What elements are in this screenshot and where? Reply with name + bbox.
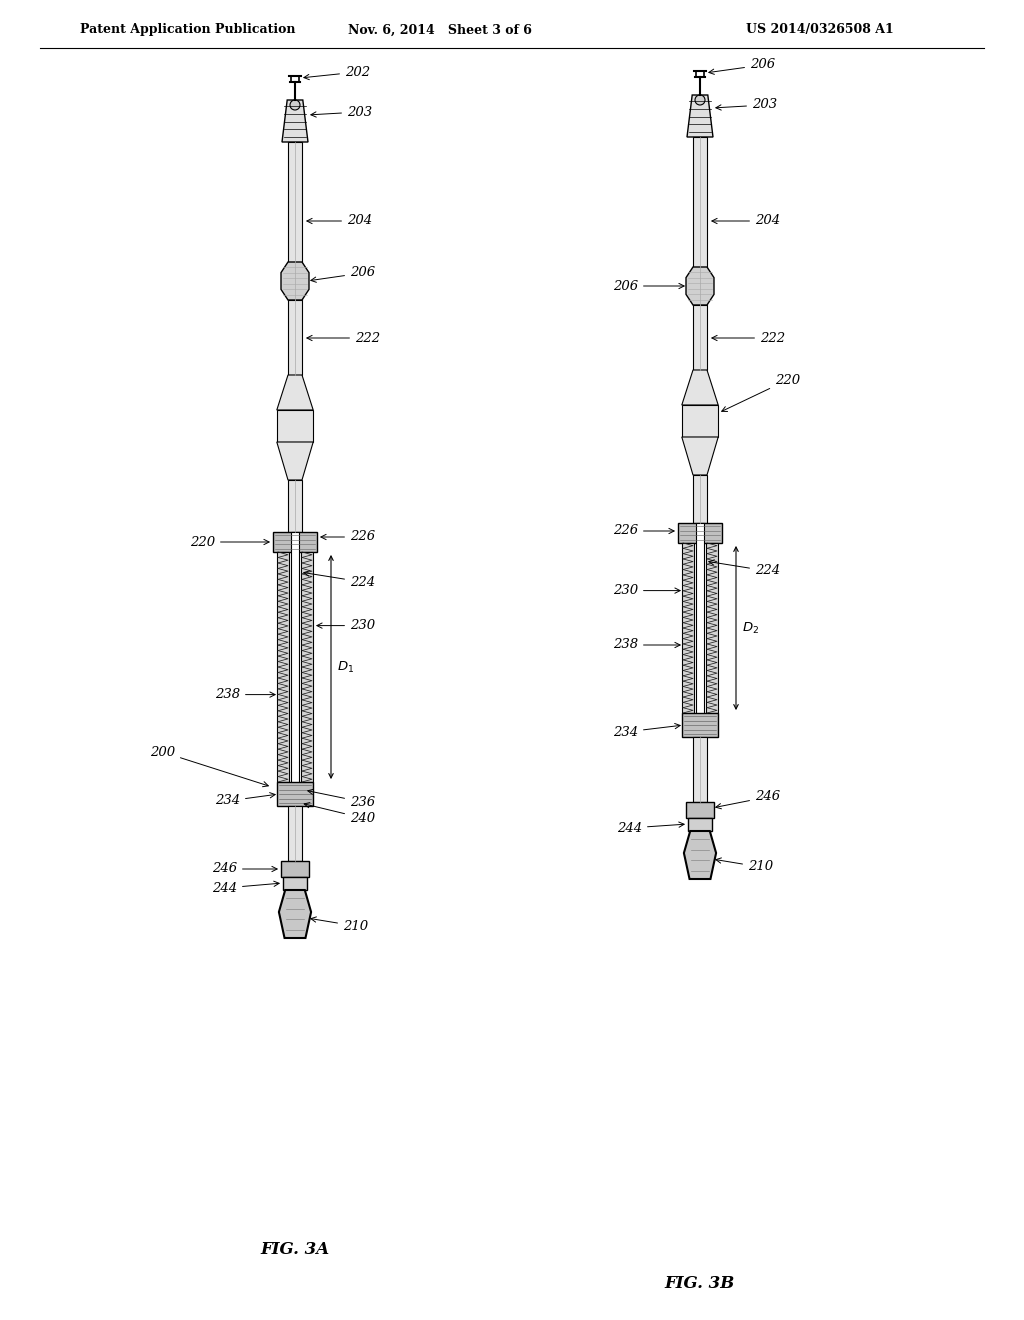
Text: 234: 234	[215, 792, 275, 808]
Text: $D_1$: $D_1$	[337, 660, 354, 675]
Polygon shape	[687, 95, 713, 137]
Bar	[273, 532, 317, 552]
Text: 226: 226	[613, 524, 674, 537]
Polygon shape	[276, 442, 313, 480]
Polygon shape	[276, 375, 313, 411]
Bar	[288, 807, 302, 861]
Text: 238: 238	[215, 688, 275, 701]
Text: 238: 238	[613, 639, 680, 652]
Bar	[693, 475, 707, 523]
Text: 226: 226	[321, 531, 375, 544]
Text: 204: 204	[712, 214, 780, 227]
Circle shape	[695, 95, 705, 106]
Text: 220: 220	[722, 374, 800, 412]
Bar	[288, 300, 302, 375]
Text: 206: 206	[613, 280, 684, 293]
Text: 222: 222	[307, 331, 380, 345]
Bar	[693, 305, 707, 370]
Text: 244: 244	[212, 882, 280, 895]
Bar	[688, 818, 712, 832]
Bar	[278, 552, 289, 781]
Text: 206: 206	[311, 267, 375, 282]
Text: $D_2$: $D_2$	[742, 620, 759, 635]
Text: 210: 210	[716, 858, 773, 874]
Bar	[291, 532, 299, 787]
Polygon shape	[282, 100, 308, 143]
Text: 230: 230	[613, 583, 680, 597]
Polygon shape	[682, 370, 718, 405]
Bar	[682, 713, 718, 737]
Bar	[706, 543, 718, 713]
Text: 204: 204	[307, 214, 372, 227]
Text: Patent Application Publication: Patent Application Publication	[80, 24, 296, 37]
Bar	[678, 523, 722, 543]
Text: 230: 230	[316, 619, 375, 632]
Text: 203: 203	[311, 106, 372, 119]
Bar	[288, 480, 302, 532]
Text: 240: 240	[304, 803, 375, 825]
Text: 202: 202	[304, 66, 370, 79]
Text: 203: 203	[716, 99, 777, 111]
Bar	[276, 411, 313, 442]
Bar	[686, 803, 714, 818]
Text: 234: 234	[613, 723, 680, 738]
Text: 200: 200	[150, 746, 268, 787]
Text: US 2014/0326508 A1: US 2014/0326508 A1	[746, 24, 894, 37]
Text: 244: 244	[616, 821, 684, 834]
Bar	[283, 876, 307, 890]
Text: FIG. 3A: FIG. 3A	[260, 1242, 330, 1258]
Bar	[278, 781, 313, 807]
Text: 220: 220	[189, 536, 269, 549]
Text: 246: 246	[716, 791, 780, 809]
Polygon shape	[686, 267, 714, 305]
Text: Nov. 6, 2014   Sheet 3 of 6: Nov. 6, 2014 Sheet 3 of 6	[348, 24, 531, 37]
Polygon shape	[281, 261, 309, 300]
Text: 236: 236	[308, 789, 375, 808]
Polygon shape	[682, 437, 718, 475]
Polygon shape	[279, 890, 311, 939]
Bar	[682, 543, 694, 713]
Polygon shape	[684, 832, 716, 879]
Bar	[288, 143, 302, 300]
Bar	[696, 523, 705, 718]
Text: 246: 246	[212, 862, 278, 875]
Text: 224: 224	[304, 570, 375, 589]
Text: FIG. 3B: FIG. 3B	[665, 1275, 735, 1291]
Circle shape	[290, 100, 300, 110]
Bar	[682, 405, 718, 437]
Bar	[693, 137, 707, 305]
Text: 210: 210	[311, 917, 368, 932]
Text: 206: 206	[709, 58, 775, 74]
Bar	[281, 861, 309, 876]
Bar	[301, 552, 313, 781]
Text: 222: 222	[712, 331, 785, 345]
Text: 224: 224	[709, 560, 780, 578]
Bar	[693, 737, 707, 803]
